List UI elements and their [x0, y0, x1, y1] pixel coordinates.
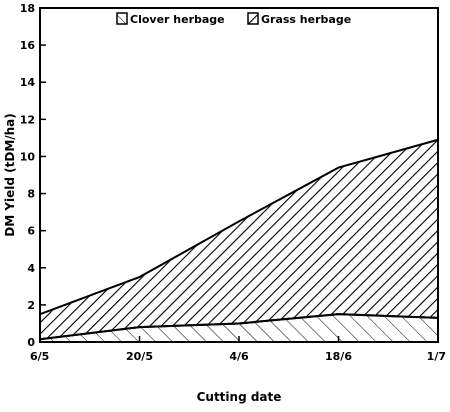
y-tick-label: 0	[27, 336, 35, 349]
x-tick-label: 20/5	[126, 350, 153, 363]
legend: Clover herbage Grass herbage	[116, 12, 351, 26]
x-axis-ticks: 6/5 20/5 4/6 18/6 1/7	[30, 336, 446, 363]
y-tick-label: 16	[20, 39, 36, 52]
legend-swatch-grass	[247, 12, 259, 25]
x-tick-label: 4/6	[229, 350, 249, 363]
grass-herbage-area	[39, 138, 439, 341]
y-tick-label: 10	[20, 150, 36, 163]
legend-label-grass: Grass herbage	[261, 13, 351, 26]
y-tick-label: 18	[20, 2, 35, 15]
y-tick-label: 2	[27, 299, 35, 312]
y-axis-label: DM Yield (tDM/ha)	[3, 113, 17, 237]
legend-swatch-clover	[116, 12, 128, 25]
y-tick-label: 12	[20, 113, 35, 126]
legend-label-clover: Clover herbage	[130, 13, 225, 26]
x-tick-label: 1/7	[427, 350, 446, 363]
x-tick-label: 6/5	[30, 350, 49, 363]
y-tick-label: 4	[27, 262, 35, 275]
y-tick-label: 6	[27, 225, 35, 238]
x-axis-label: Cutting date	[197, 390, 282, 404]
y-axis-ticks: 0 2 4 6 8 10 12 14 16 18	[20, 2, 46, 349]
y-tick-label: 14	[20, 76, 36, 89]
y-tick-label: 8	[27, 188, 35, 201]
x-tick-label: 18/6	[325, 350, 352, 363]
